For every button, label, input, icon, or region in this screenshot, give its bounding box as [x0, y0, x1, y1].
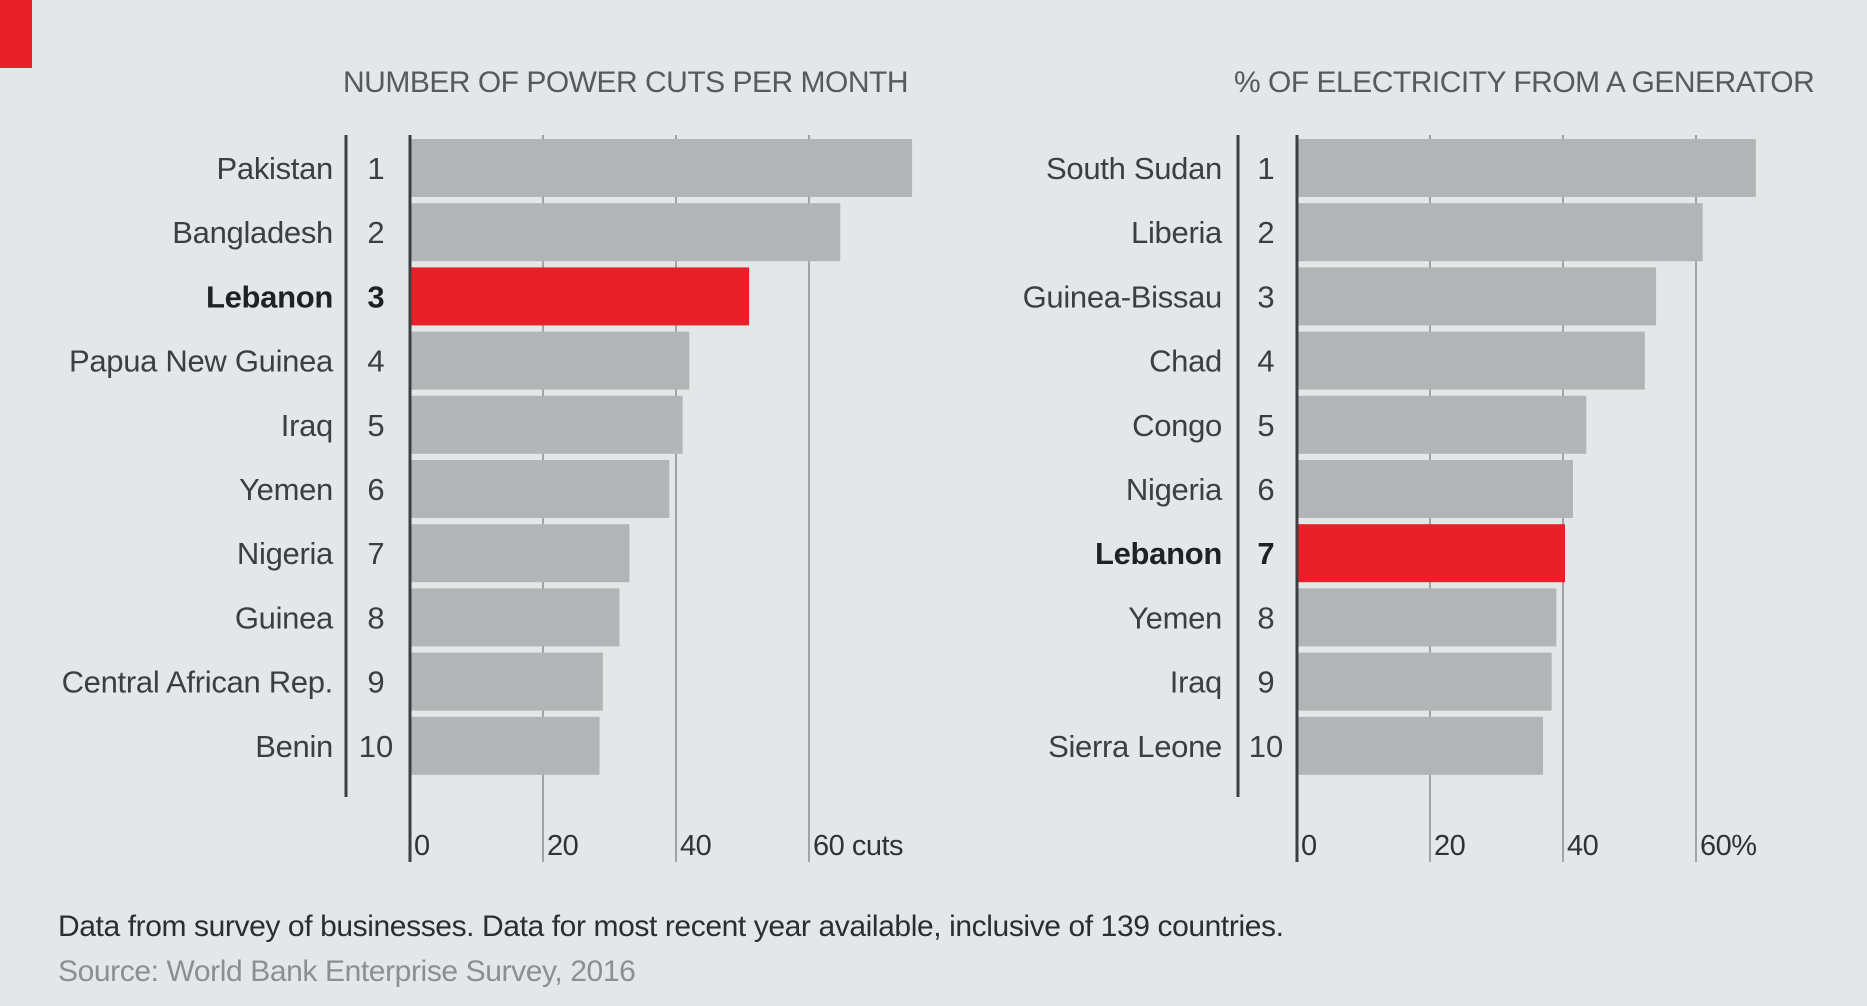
- chart2-rank-label: 6: [1257, 472, 1274, 507]
- chart2-tick-label: 0: [1301, 830, 1317, 862]
- chart1-bar-10: [410, 716, 600, 775]
- chart1-rank-label: 6: [367, 472, 384, 507]
- chart2-bar-2: [1297, 203, 1703, 262]
- chart1-country-label: Benin: [255, 729, 333, 764]
- chart2-bar-5: [1297, 395, 1587, 454]
- chart1-bar-4: [410, 331, 690, 390]
- generator-share-chart: South Sudan 1 Liberia 2 Guinea-Bissau 3 Chad 4C…: [1023, 135, 1757, 862]
- chart2-bar-6: [1297, 460, 1573, 518]
- chart1-rank-label: 2: [367, 215, 384, 250]
- chart2-rank-label: 2: [1257, 215, 1274, 250]
- chart1-title: NUMBER OF POWER CUTS PER MONTH: [343, 66, 908, 99]
- chart1-country-label: Nigeria: [237, 536, 334, 571]
- chart2-bar-7: [1297, 524, 1565, 583]
- chart2-rank-label: 10: [1249, 729, 1283, 764]
- footnote: Data from survey of businesses. Data for…: [58, 910, 1284, 943]
- chart2-rank-label: 7: [1257, 536, 1274, 571]
- chart2-bar-8: [1297, 588, 1557, 647]
- chart1-rank-label: 1: [367, 151, 384, 186]
- chart1-country-label: Papua New Guinea: [69, 344, 334, 379]
- chart1-bar-6: [410, 460, 670, 518]
- chart1-country-label: Pakistan: [217, 151, 334, 186]
- chart1-tick-label: 0: [414, 830, 430, 862]
- chart1-country-label: Guinea: [235, 600, 334, 635]
- chart2-country-label: Congo: [1132, 408, 1222, 443]
- chart2-country-label: Iraq: [1170, 665, 1222, 700]
- chart2-bar-3: [1297, 267, 1657, 326]
- chart2-bar-9: [1297, 652, 1552, 711]
- chart1-bar-5: [410, 395, 683, 454]
- chart2-tick-label: 40: [1567, 830, 1598, 862]
- chart2-title: % OF ELECTRICITY FROM A GENERATOR: [1234, 66, 1814, 99]
- chart2-rank-label: 4: [1257, 344, 1274, 379]
- chart2-country-label: Lebanon: [1095, 536, 1222, 571]
- chart1-tick-label: 20: [547, 830, 578, 862]
- power-cuts-chart: Pakistan 1 Bangladesh 2 Lebanon 3 Papua New Gu…: [62, 135, 913, 862]
- chart2-rank-label: 1: [1257, 151, 1274, 186]
- chart2-rank-label: 3: [1257, 279, 1274, 314]
- chart2-country-label: South Sudan: [1046, 151, 1222, 186]
- chart1-tick-label: 60 cuts: [813, 830, 903, 862]
- chart2-bar-10: [1297, 716, 1544, 775]
- chart2-country-label: Sierra Leone: [1048, 729, 1222, 764]
- chart1-rank-label: 7: [367, 536, 384, 571]
- chart2-tick-label: 60%: [1700, 830, 1757, 862]
- chart2-country-label: Guinea-Bissau: [1023, 279, 1222, 314]
- chart2-bar-1: [1297, 139, 1756, 197]
- chart1-country-label: Iraq: [281, 408, 333, 443]
- chart2-country-label: Nigeria: [1126, 472, 1223, 507]
- chart1-tick-label: 40: [680, 830, 711, 862]
- chart1-country-label: Central African Rep.: [62, 665, 333, 700]
- chart1-bar-2: [410, 203, 841, 262]
- chart2-country-label: Liberia: [1131, 215, 1223, 250]
- chart1-bar-3: [410, 267, 750, 326]
- chart1-country-label: Bangladesh: [172, 215, 333, 250]
- chart1-bar-9: [410, 652, 603, 711]
- chart1-bar-1: [410, 139, 913, 197]
- chart2-rank-label: 9: [1257, 665, 1274, 700]
- chart2-bar-4: [1297, 331, 1645, 390]
- red-corner-tag: [0, 0, 32, 68]
- chart1-country-label: Lebanon: [206, 279, 333, 314]
- chart2-rank-label: 8: [1257, 600, 1274, 635]
- chart1-bar-8: [410, 588, 620, 647]
- source-note: Source: World Bank Enterprise Survey, 20…: [58, 955, 636, 988]
- chart1-rank-label: 9: [367, 665, 384, 700]
- chart1-rank-label: 4: [367, 344, 384, 379]
- chart1-country-label: Yemen: [239, 472, 333, 507]
- chart2-tick-label: 20: [1434, 830, 1465, 862]
- chart2-rank-label: 5: [1257, 408, 1274, 443]
- chart1-rank-label: 10: [359, 729, 393, 764]
- chart1-rank-label: 5: [367, 408, 384, 443]
- chart2-country-label: Chad: [1149, 344, 1222, 379]
- chart1-bar-7: [410, 524, 630, 583]
- chart1-rank-label: 3: [367, 279, 384, 314]
- chart1-rank-label: 8: [367, 600, 384, 635]
- chart2-country-label: Yemen: [1128, 600, 1222, 635]
